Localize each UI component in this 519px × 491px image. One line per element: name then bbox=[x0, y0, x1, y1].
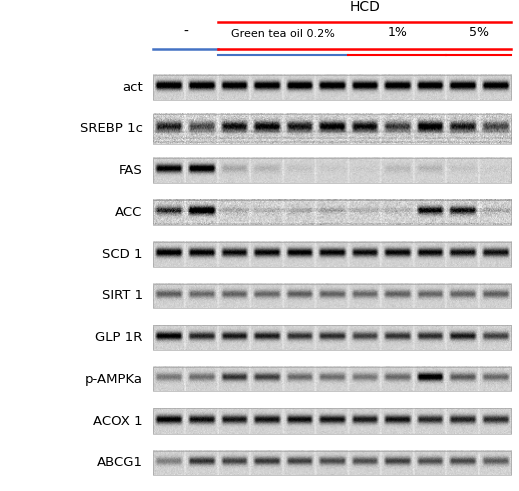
Text: p-AMPKa: p-AMPKa bbox=[85, 373, 143, 386]
Text: 5%: 5% bbox=[469, 27, 489, 39]
Text: 1%: 1% bbox=[387, 27, 407, 39]
Bar bbox=[153, 242, 511, 267]
Bar bbox=[153, 158, 511, 183]
Text: ABCG1: ABCG1 bbox=[97, 456, 143, 469]
Bar bbox=[153, 408, 511, 434]
Text: -: - bbox=[183, 25, 188, 39]
Bar bbox=[153, 451, 511, 475]
Bar bbox=[153, 200, 511, 225]
Text: Green tea oil 0.2%: Green tea oil 0.2% bbox=[231, 29, 335, 39]
Bar bbox=[153, 284, 511, 308]
Text: ACC: ACC bbox=[115, 206, 143, 219]
Text: SREBP 1c: SREBP 1c bbox=[80, 122, 143, 136]
Text: SIRT 1: SIRT 1 bbox=[102, 289, 143, 302]
Text: FAS: FAS bbox=[119, 164, 143, 177]
Bar bbox=[153, 75, 511, 100]
Bar bbox=[153, 367, 511, 391]
Text: act: act bbox=[122, 81, 143, 94]
Text: HCD: HCD bbox=[349, 0, 380, 14]
Bar bbox=[153, 326, 511, 350]
Text: GLP 1R: GLP 1R bbox=[95, 331, 143, 344]
Text: SCD 1: SCD 1 bbox=[102, 247, 143, 261]
Bar bbox=[153, 114, 511, 144]
Text: ACOX 1: ACOX 1 bbox=[93, 414, 143, 428]
